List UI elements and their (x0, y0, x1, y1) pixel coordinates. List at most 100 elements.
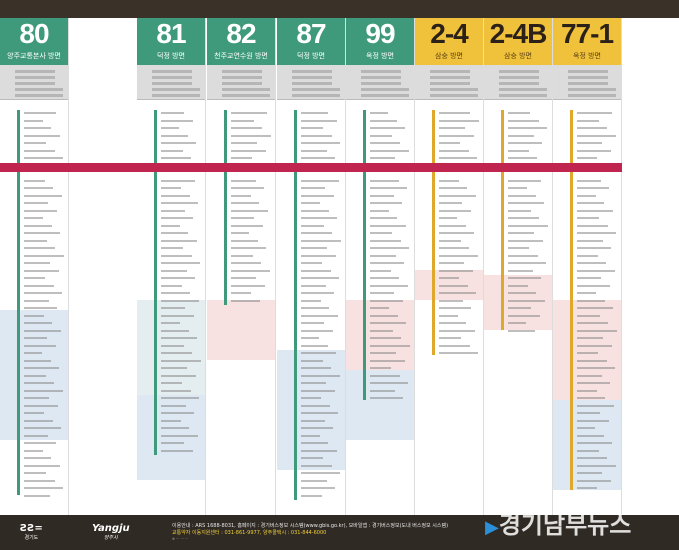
bus-stop (161, 179, 195, 182)
bus-stop (370, 374, 400, 377)
bus-stop (161, 397, 199, 399)
bus-stop (439, 239, 461, 242)
bus-stop (24, 442, 56, 444)
bus-stop (301, 464, 332, 467)
bus-stop (231, 269, 270, 272)
bus-stop (161, 202, 198, 204)
bus-stop (161, 344, 184, 347)
area-zone (346, 300, 414, 370)
bus-stop (439, 209, 471, 212)
bus-stop (301, 374, 340, 377)
bus-stop (231, 247, 266, 249)
bus-stop (439, 149, 469, 152)
bus-stop (508, 322, 526, 324)
bus-stop (577, 292, 596, 294)
bus-stop (301, 149, 327, 152)
timetable-info (137, 65, 205, 100)
bus-stop (231, 277, 256, 279)
bus-stop (161, 277, 195, 279)
bus-stop (370, 254, 396, 257)
bus-stop (24, 464, 60, 467)
bus-stop (439, 112, 470, 114)
bus-stop (24, 269, 59, 272)
bus-stop (577, 157, 597, 159)
bus-stop (577, 232, 616, 234)
bus-stop (439, 352, 478, 354)
bus-stop (301, 352, 336, 354)
bus-stop (370, 217, 397, 219)
bus-stop (370, 187, 407, 189)
bus-stop (231, 179, 256, 182)
bus-stop (370, 247, 409, 249)
bus-stop (24, 292, 62, 294)
bus-stop (508, 329, 535, 332)
bus-stop (577, 277, 601, 279)
bus-stop (301, 494, 322, 497)
bus-stop (161, 419, 181, 422)
bus-stop (370, 277, 399, 279)
route-number: 80 (19, 18, 49, 49)
bus-stop (439, 134, 474, 137)
bus-stop (508, 224, 548, 227)
bus-stop (231, 157, 252, 159)
bus-stop (161, 352, 192, 354)
bus-stop (577, 472, 602, 474)
bus-stop (161, 224, 180, 227)
info-text: 이용안내 : ARS 1688-8031, 홈페이지 : 경기버스정보 시스템(… (172, 523, 449, 529)
route-number: 2-4B (489, 18, 548, 49)
area-zone (484, 275, 552, 330)
bus-stop (439, 127, 465, 129)
bus-stop (370, 314, 398, 317)
notice-text: ※ ··· ··· ··· (172, 537, 189, 541)
route-line (224, 110, 227, 305)
bus-stop (577, 419, 609, 422)
bus-stop (161, 299, 199, 302)
bus-stop (577, 119, 599, 122)
bus-stop (439, 217, 457, 219)
bus-stop (508, 187, 527, 189)
bus-stop (24, 232, 60, 234)
bus-stop (370, 367, 391, 369)
bus-stop (161, 382, 182, 384)
bus-stop (231, 194, 251, 197)
bus-stop (161, 367, 187, 369)
bus-stop (301, 434, 320, 437)
bus-stop (161, 262, 200, 264)
bus-stop (508, 262, 546, 264)
route-column-81: 81 덕정 방면 (137, 18, 206, 515)
bus-stop (161, 374, 196, 377)
route-column-87: 87 덕정 방면 (277, 18, 346, 515)
bus-stop (370, 397, 403, 399)
area-zone (207, 300, 275, 360)
bus-stop (231, 254, 253, 257)
bus-stop (301, 419, 325, 422)
bus-stop (508, 142, 542, 144)
bus-stop (301, 397, 321, 399)
route-destination: 덕정 방면 (297, 52, 325, 60)
timetable-info (553, 65, 621, 100)
route-destination: 삼숭 방면 (504, 52, 532, 60)
bus-stop (24, 277, 45, 279)
bus-stop (577, 299, 605, 302)
bus-stop (161, 209, 185, 212)
bus-stop (24, 112, 56, 114)
bus-stop (577, 442, 612, 444)
route-line (154, 110, 157, 455)
bus-stop (370, 127, 405, 129)
route-line (363, 110, 366, 400)
bus-stop (439, 157, 477, 159)
bus-stop (508, 157, 537, 159)
gyeonggi-logo: ƧƧ= 경기도 (20, 523, 43, 541)
bus-stop (301, 449, 337, 452)
bus-stop (301, 239, 341, 242)
bus-stop (577, 187, 609, 189)
bus-stop (439, 194, 476, 197)
bus-stop (24, 194, 62, 197)
bus-stop (24, 239, 47, 242)
bus-stop (577, 397, 605, 399)
bus-stop (370, 262, 404, 264)
bus-stop (161, 307, 185, 309)
bus-stop (231, 134, 271, 137)
bus-stop (577, 449, 599, 452)
bus-stop (24, 134, 60, 137)
